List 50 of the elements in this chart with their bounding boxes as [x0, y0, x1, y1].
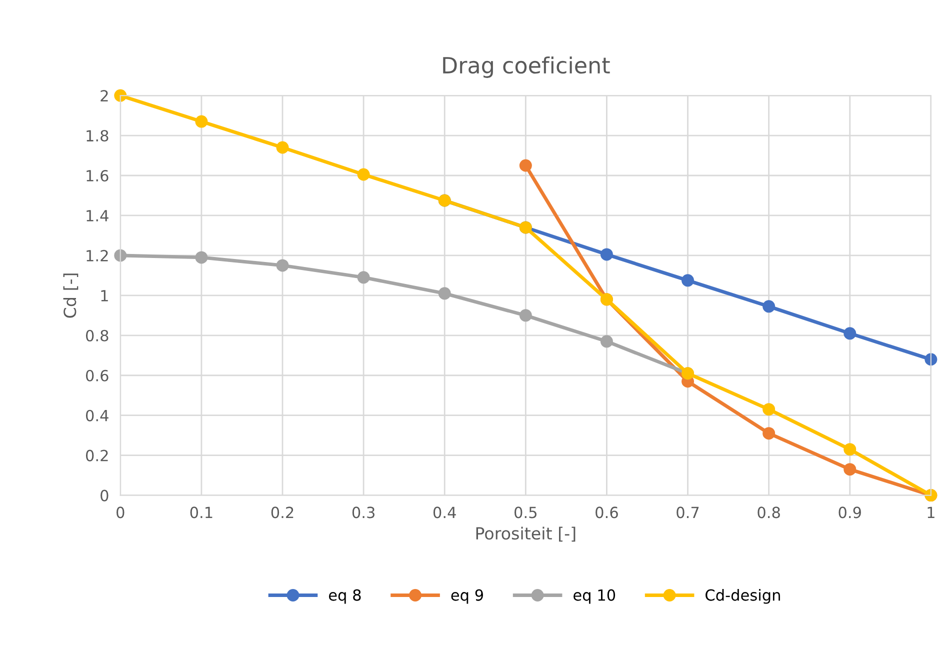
x-axis-title: Porositeit [-] — [476, 526, 576, 542]
y-tick-label: 0.8 — [86, 330, 108, 342]
y-tick-label: 1 — [101, 290, 108, 302]
chart-title: Drag coeficient — [443, 56, 610, 78]
x-tick-label: 0.8 — [758, 506, 780, 518]
x-tick-label: 0.3 — [352, 506, 374, 518]
point — [924, 353, 938, 366]
point — [276, 141, 289, 154]
point — [600, 248, 613, 261]
point — [519, 309, 532, 322]
point — [844, 327, 856, 340]
point — [682, 274, 694, 287]
point — [114, 249, 127, 262]
x-tick-label: 0.2 — [271, 506, 294, 518]
y-tick-label: 1.8 — [86, 130, 108, 142]
y-tick-label: 0.6 — [86, 370, 108, 382]
point — [195, 115, 208, 128]
point — [844, 443, 856, 456]
x-tick-label: 0.7 — [676, 506, 699, 518]
point — [357, 168, 370, 181]
x-tick-label: 0.9 — [838, 506, 861, 518]
x-tick-label: 0.1 — [190, 506, 212, 518]
point — [600, 335, 613, 348]
x-tick-label: 0 — [116, 506, 124, 518]
y-tick-label: 0.4 — [86, 410, 108, 422]
y-tick-label: 0 — [100, 490, 108, 502]
point — [844, 463, 856, 476]
x-tick-label: 0.4 — [433, 506, 456, 518]
point — [762, 427, 776, 440]
x-tick-label: 1 — [928, 506, 934, 518]
y-tick-label: 2 — [100, 90, 108, 102]
legend-label: eq 9 — [451, 589, 484, 604]
y-tick-label: 1.4 — [86, 210, 108, 222]
x-tick-label: 0.5 — [514, 506, 536, 518]
y-axis-title: Cd [-] — [63, 274, 78, 318]
x-tick-label: 0.6 — [596, 506, 618, 518]
point — [762, 300, 776, 313]
y-tick-label: 1.6 — [86, 170, 108, 182]
point — [357, 271, 370, 284]
legend-label: eq 8 — [328, 589, 361, 604]
y-tick-label: 1.2 — [86, 250, 108, 262]
point — [762, 403, 776, 416]
point — [114, 89, 127, 102]
point — [195, 251, 208, 264]
point — [438, 287, 451, 300]
point — [276, 259, 289, 272]
legend-label: eq 10 — [574, 589, 616, 604]
y-tick-label: 0.2 — [86, 450, 108, 462]
point — [519, 159, 532, 172]
legend-label: Cd-design — [706, 589, 780, 604]
